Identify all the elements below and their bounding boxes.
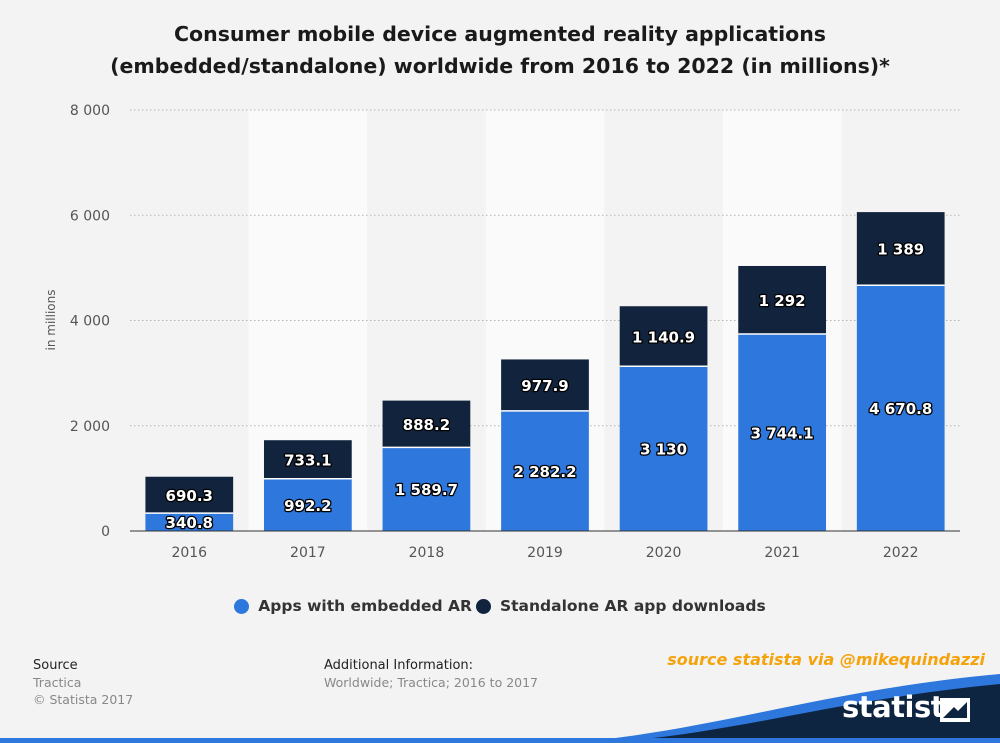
bar-embedded [738,333,827,531]
credit-watermark: source statista via @mikequindazzi [667,650,985,669]
legend-marker [475,598,491,614]
legend-label: Apps with embedded AR [258,597,472,615]
bar-embedded [263,478,352,531]
bar-value-label: 733.1 [284,451,331,469]
bar-value-label: 1 140.9 [632,328,695,346]
bar-value-label: 977.9 [521,377,568,395]
bar-value-label: 690.3 [166,487,213,505]
bar-embedded [382,447,471,531]
source-heading: Source [33,658,78,673]
legend-item-standalone[interactable]: Standalone AR app downloads [475,597,766,615]
bar-value-label: 3 744.1 [751,424,814,442]
chart-title-line1: Consumer mobile device augmented reality… [173,22,826,46]
bar-standalone [145,476,234,514]
bar-value-label: 2 282.2 [513,463,576,481]
bar-embedded [145,513,234,531]
x-tick-label: 2021 [764,545,800,561]
additional-heading: Additional Information: [324,658,474,673]
bar-standalone [501,359,589,411]
bar-labels: 340.8 690.3 992.2 733.1 1 589.7 888.2 2 282.2 9… [164,239,933,533]
x-tick-label: 2018 [409,545,445,561]
legend-marker [234,598,250,614]
legend-item-embedded[interactable]: Apps with embedded AR [234,597,472,615]
bar-embedded [619,366,708,531]
bar-standalone [619,306,708,367]
chart-title-line2: (embedded/standalone) worldwide from 201… [110,54,890,78]
x-tick-label: 2019 [527,545,563,561]
statista-logo-icon [940,698,970,722]
y-tick-label: 0 [101,524,110,540]
x-tick-label: 2020 [646,545,682,561]
bars [145,212,945,531]
additional-text: Worldwide; Tractica; 2016 to 2017 [324,675,539,690]
x-tick-label: 2017 [290,545,326,561]
legend: Apps with embedded AR Standalone AR app d… [0,597,1000,615]
source-name[interactable]: Tractica [33,675,82,690]
bar-standalone [738,265,827,334]
bar-value-label: 1 589.7 [395,481,458,499]
footer-additional-info: Additional Information: Worldwide; Tract… [324,657,538,691]
bar-standalone [263,440,352,479]
bar-value-label: 340.8 [166,514,213,532]
y-axis-ticks: 0 2 000 4 000 6 000 8 000 [70,103,110,540]
bar-value-label: 888.2 [403,416,450,434]
y-tick-label: 8 000 [70,103,110,119]
copyright: © Statista 2017 [33,692,134,707]
bar-value-label: 4 670.8 [869,400,932,418]
bar-embedded [856,285,945,531]
y-tick-label: 6 000 [70,208,110,224]
bar-standalone [382,400,471,448]
y-tick-label: 4 000 [70,314,110,330]
bar-value-label: 3 130 [640,441,687,459]
y-axis-label: in millions [44,290,58,351]
y-tick-label: 2 000 [70,419,110,435]
x-tick-label: 2022 [883,545,919,561]
bar-value-label: 992.2 [284,497,331,515]
bar-embedded [501,410,589,531]
chart-plot: 0 2 000 4 000 6 000 8 000 340.8 690.3 992.2 733… [44,103,960,561]
bar-standalone [856,212,945,286]
bar-value-label: 1 389 [877,241,924,259]
footer-source: Source Tractica © Statista 2017 [33,657,133,708]
x-axis-ticks: 2016 2017 2018 2019 2020 2021 2022 [171,545,918,561]
chart-title: Consumer mobile device augmented reality… [60,18,940,82]
legend-label: Standalone AR app downloads [499,597,766,615]
x-tick-label: 2016 [171,545,207,561]
bar-value-label: 1 292 [759,292,806,310]
